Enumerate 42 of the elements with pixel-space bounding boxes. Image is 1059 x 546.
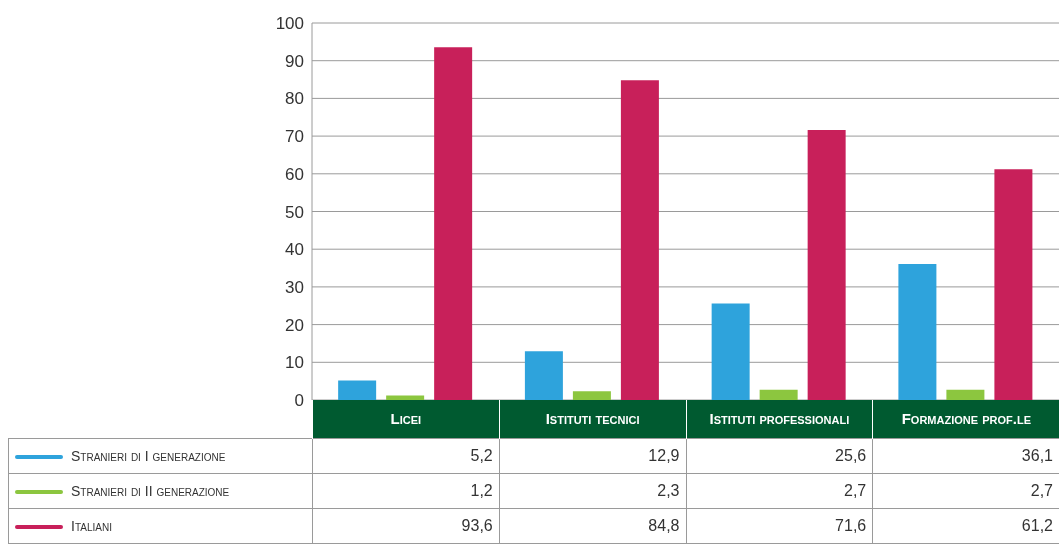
- data-label: 12,9: [499, 438, 686, 473]
- bar: [711, 303, 750, 400]
- y-tick-label: 80: [285, 89, 304, 109]
- bar: [572, 391, 611, 400]
- legend-label: Stranieri di II generazione: [8, 473, 313, 508]
- y-tick-label: 20: [285, 315, 304, 335]
- y-tick-label: 40: [285, 240, 304, 260]
- bar: [338, 380, 377, 400]
- data-label: 93,6: [312, 508, 500, 543]
- bar: [386, 395, 425, 400]
- data-label: 2,7: [872, 473, 1059, 508]
- data-label: 5,2: [312, 438, 500, 473]
- x-tick-label: Licei: [312, 400, 500, 438]
- data-label: 2,7: [686, 473, 873, 508]
- x-tick-label: Istituti tecnici: [499, 400, 686, 438]
- y-tick-label: 60: [285, 164, 304, 184]
- legend-label: Stranieri di I generazione: [8, 438, 313, 473]
- y-tick-label: 0: [294, 391, 304, 411]
- bar: [434, 47, 473, 400]
- bar: [946, 389, 985, 400]
- data-label: 61,2: [872, 508, 1059, 543]
- bar: [524, 351, 563, 400]
- bar: [759, 389, 798, 400]
- y-tick-label: 70: [285, 127, 304, 147]
- y-tick-label: 10: [285, 353, 304, 373]
- y-tick-label: 50: [285, 202, 304, 222]
- bar: [620, 80, 659, 400]
- y-tick-label: 90: [285, 51, 304, 71]
- data-label: 1,2: [312, 473, 500, 508]
- bar: [898, 263, 937, 400]
- data-label: 36,1: [872, 438, 1059, 473]
- data-label: 84,8: [499, 508, 686, 543]
- y-tick-label: 100: [275, 14, 304, 34]
- data-label: 2,3: [499, 473, 686, 508]
- data-label: 25,6: [686, 438, 873, 473]
- y-tick-label: 30: [285, 277, 304, 297]
- data-label: 71,6: [686, 508, 873, 543]
- bar: [994, 169, 1033, 400]
- x-tick-label: Istituti professionali: [686, 400, 873, 438]
- x-tick-label: Formazione prof.le: [872, 400, 1059, 438]
- bar: [807, 130, 846, 400]
- legend-label: Italiani: [8, 508, 313, 543]
